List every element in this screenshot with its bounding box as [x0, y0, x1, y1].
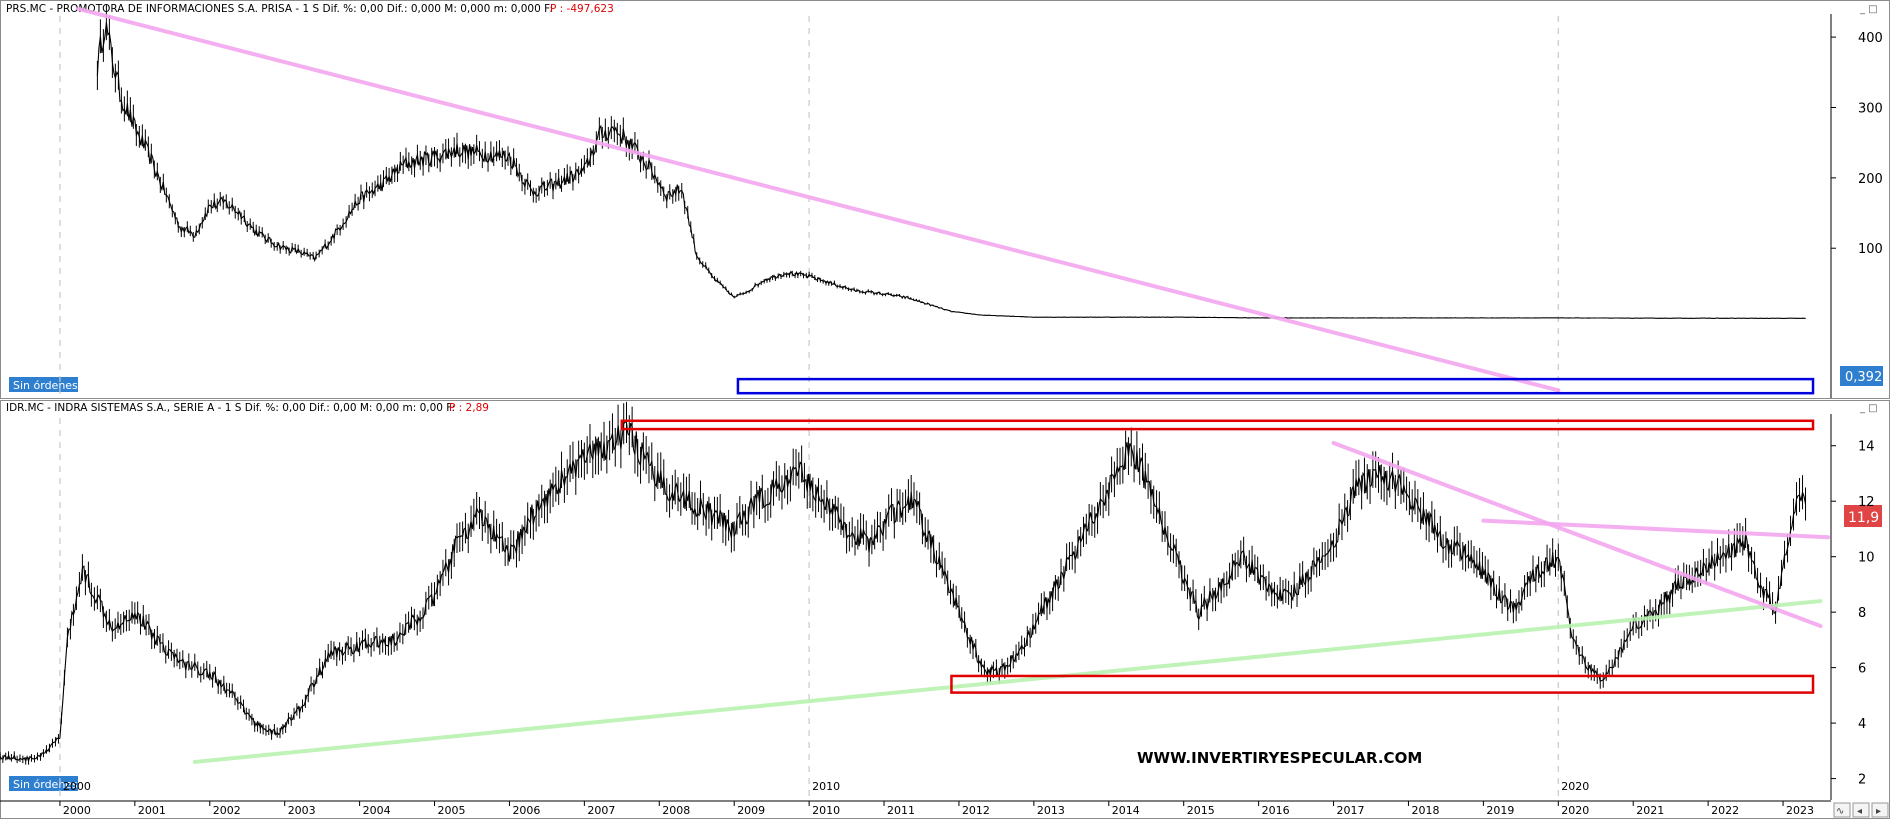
bottom-trendline-pink	[1331, 440, 1823, 629]
top-orders-badge-bg	[9, 377, 78, 392]
bottom-ytick-label: 2	[1858, 773, 1866, 788]
decade-label: 2020	[1561, 780, 1589, 793]
bottom-ytick-label: 6	[1858, 662, 1866, 677]
bottom-ytick-label: 14	[1858, 440, 1875, 455]
bottom-last-price-bg	[1844, 505, 1882, 527]
bottom-ytick-label: 8	[1858, 606, 1866, 621]
xtick-label: 2006	[512, 804, 540, 817]
xtick-label: 2008	[662, 804, 690, 817]
bottom-ytick-label: 12	[1858, 495, 1875, 510]
xtick-label: 2017	[1337, 804, 1365, 817]
xtick-label: 2009	[737, 804, 765, 817]
top-ytick-label: 300	[1858, 101, 1883, 116]
scroll-right-button[interactable]	[1871, 802, 1889, 818]
top-panel-frame	[0, 0, 1890, 399]
top-orders-badge-label: Sin órdenes	[13, 379, 78, 392]
xtick-label: 2014	[1112, 804, 1140, 817]
xtick-label: 2015	[1187, 804, 1215, 817]
top-ytick-label: 200	[1858, 172, 1883, 187]
zoom-button[interactable]	[1833, 802, 1851, 818]
xtick-label: 2012	[962, 804, 990, 817]
xtick-label: 2005	[438, 804, 466, 817]
top-last-price-bg	[1840, 366, 1883, 386]
top-ytick-label: 400	[1858, 31, 1883, 46]
bottom-ytick-label: 10	[1858, 551, 1875, 566]
bottom-window-controls[interactable]: _ □	[1859, 403, 1878, 414]
xtick-label: 2003	[288, 804, 316, 817]
zoom-icon: ∿	[1836, 806, 1844, 817]
xtick-label: 2022	[1711, 804, 1739, 817]
top-header-symbol: PRS.MC - PROMOTORA DE INFORMACIONES S.A.…	[6, 3, 553, 15]
top-last-price: 0,392	[1845, 370, 1882, 385]
top-window-controls[interactable]: _ □	[1859, 4, 1878, 15]
xtick-label: 2021	[1636, 804, 1664, 817]
xtick-label: 2020	[1561, 804, 1589, 817]
bottom-box-red	[620, 419, 1815, 431]
arrow-right-icon: ▸	[1876, 806, 1881, 817]
decade-label: 2000	[63, 780, 91, 793]
top-ytick-label: 100	[1858, 242, 1883, 257]
bottom-trendline-pink	[1481, 518, 1830, 540]
bottom-panel-frame	[0, 400, 1890, 819]
top-trendline-pink	[76, 6, 1561, 393]
xtick-label: 2010	[812, 804, 840, 817]
top-last-price-tag: 0,392	[1840, 366, 1883, 386]
arrow-left-icon: ◂	[1857, 806, 1862, 817]
bottom-orders-badge-label: Sin órdenes	[13, 778, 78, 791]
top-orders-badge[interactable]: Sin órdenes	[9, 377, 78, 392]
bottom-orders-badge[interactable]: Sin órdenes	[9, 776, 78, 791]
xtick-label: 2002	[213, 804, 241, 817]
time-axis: 2000 2001 2002 2003 2004 2005 2006 2007 2008 2009…	[59, 780, 1814, 817]
scroll-left-button[interactable]	[1852, 802, 1870, 818]
zoom-controls[interactable]: ∿ ◂ ▸	[1833, 802, 1889, 818]
xtick-label: 2001	[138, 804, 166, 817]
bottom-box-red	[950, 674, 1815, 694]
top-plot-area: 100 200 300 400	[59, 4, 1883, 396]
top-box-blue	[736, 377, 1815, 395]
xtick-label: 2011	[887, 804, 915, 817]
xtick-label: 2000	[63, 804, 91, 817]
decade-label: 2010	[812, 780, 840, 793]
bottom-header-symbol: IDR.MC - INDRA SISTEMAS S.A., SERIE A - …	[6, 402, 455, 414]
bottom-plot-area: 2 4 6 8 10 12 14	[0, 401, 1875, 798]
watermark: WWW.INVERTIRYESPECULAR.COM	[1137, 749, 1422, 767]
xtick-label: 2007	[587, 804, 615, 817]
bottom-orders-badge-bg	[9, 776, 78, 791]
bottom-last-price-tag: 11,9	[1844, 505, 1882, 527]
bottom-header-perf: P : 2,89	[449, 402, 489, 414]
xtick-label: 2019	[1486, 804, 1514, 817]
xtick-label: 2018	[1411, 804, 1439, 817]
xtick-label: 2016	[1262, 804, 1290, 817]
top-header-perf: P : -497,623	[550, 3, 614, 15]
xtick-label: 2004	[363, 804, 391, 817]
xtick-label: 2023	[1786, 804, 1814, 817]
xtick-label: 2013	[1037, 804, 1065, 817]
bottom-last-price: 11,9	[1848, 510, 1879, 526]
bottom-trendline-green	[192, 599, 1823, 764]
bottom-ytick-label: 4	[1858, 717, 1866, 732]
top-price-series	[96, 22, 1806, 319]
